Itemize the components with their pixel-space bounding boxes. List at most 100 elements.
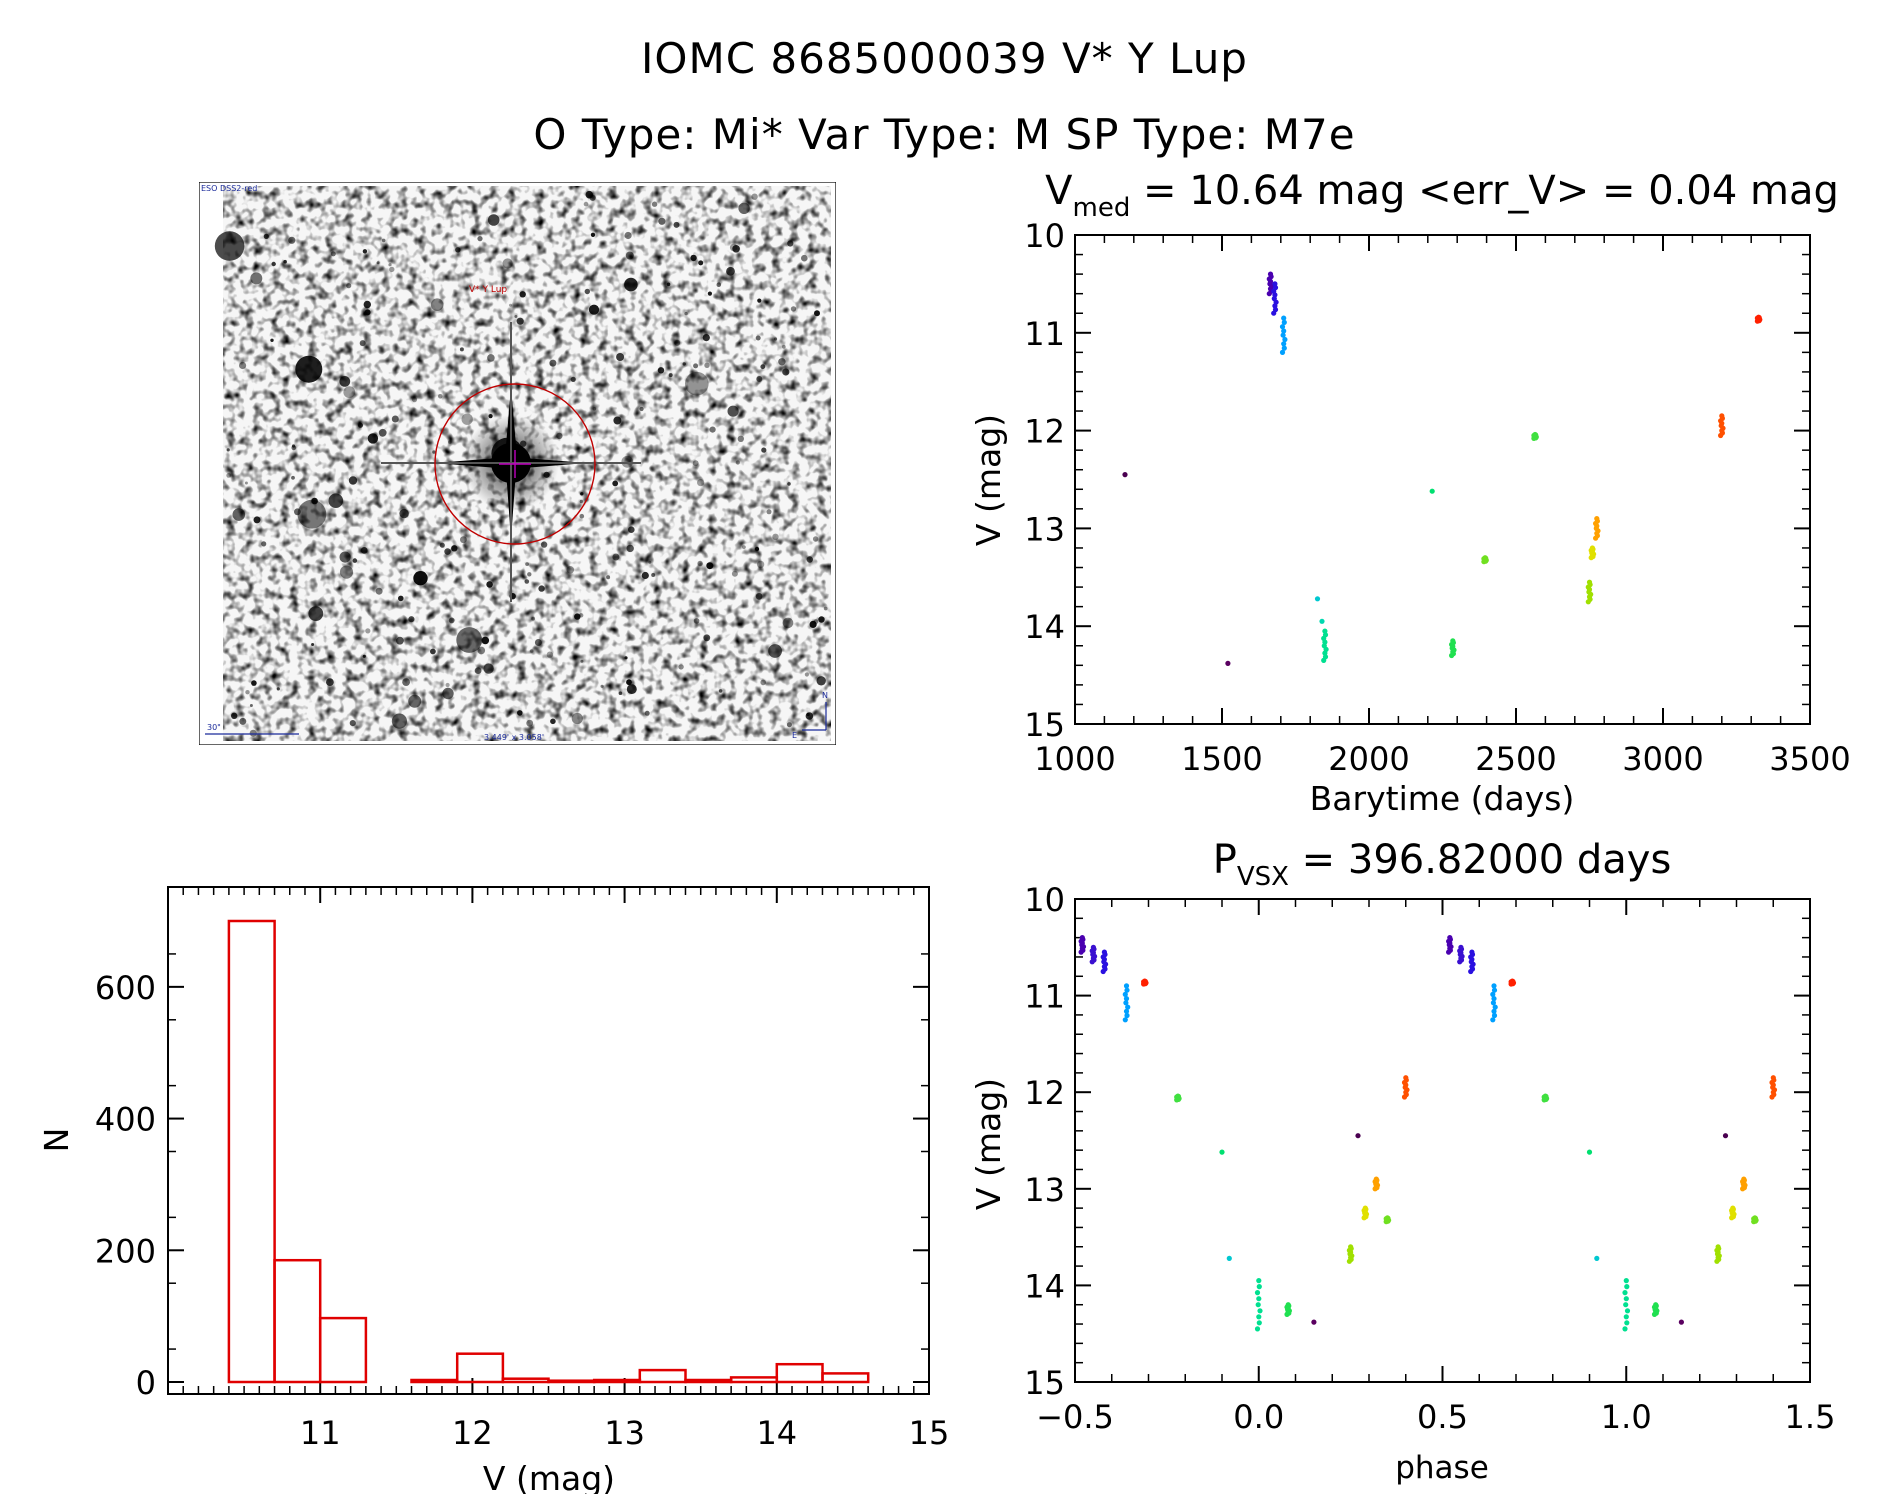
field-star: [657, 367, 665, 374]
field-star: [249, 729, 257, 737]
histogram-xlabel: V (mag): [483, 1459, 615, 1494]
data-point: [1651, 1311, 1658, 1317]
field-star: [408, 694, 422, 708]
data-point: [1078, 949, 1084, 955]
data-point: [1321, 657, 1327, 664]
field-star: [814, 310, 820, 317]
east-label: E: [792, 731, 797, 740]
data-point: [1311, 1319, 1317, 1325]
data-point: [1541, 1097, 1547, 1103]
data-point: [1281, 315, 1287, 321]
y-tick-label: 600: [95, 969, 156, 1007]
field-star: [291, 444, 296, 448]
data-point: [1122, 991, 1128, 998]
field-star: [399, 508, 409, 519]
field-star: [270, 338, 274, 342]
field-star: [244, 481, 248, 485]
field-star: [375, 587, 383, 595]
data-point: [1125, 1004, 1131, 1010]
field-star: [527, 572, 532, 577]
field-star: [579, 613, 584, 618]
field-star: [519, 291, 526, 298]
field-star: [574, 613, 581, 620]
data-point: [1256, 1278, 1262, 1284]
x-tick-label: 13: [604, 1414, 645, 1452]
field-star: [580, 492, 584, 496]
data-point: [1623, 1278, 1629, 1284]
data-point: [1722, 1133, 1729, 1139]
field-star: [760, 364, 766, 370]
data-point: [1254, 1290, 1261, 1296]
field-star: [540, 541, 548, 548]
field-star: [413, 571, 428, 586]
histogram-plot: 11 12 13 14 15 0 200 400 600 V (mag) N: [37, 886, 950, 1494]
field-star: [698, 260, 704, 266]
fov-label: 3.449' x 3.058': [484, 733, 544, 742]
field-star: [801, 254, 808, 262]
field-star: [291, 475, 295, 480]
data-point: [1531, 435, 1537, 441]
field-star: [624, 277, 638, 292]
field-star: [389, 266, 395, 273]
histogram-bar: [547, 1379, 596, 1384]
data-point: [1257, 1308, 1263, 1314]
field-star: [755, 593, 763, 600]
field-star: [692, 460, 699, 467]
field-star: [693, 363, 699, 369]
data-point: [1429, 488, 1435, 494]
histogram-bars: [227, 919, 870, 1384]
field-star: [438, 394, 443, 399]
x-tick-label: 3000: [1622, 740, 1703, 778]
field-star: [502, 258, 513, 269]
light-curve-frame: [1074, 234, 1811, 725]
field-star: [328, 493, 344, 509]
field-star: [486, 581, 493, 588]
data-point: [1468, 968, 1474, 975]
field-star: [727, 405, 739, 417]
y-tick-label: 11: [1024, 978, 1065, 1016]
field-star: [703, 634, 711, 642]
field-star: [367, 433, 379, 444]
page-subtitle: O Type: Mi* Var Type: M SP Type: M7e: [533, 110, 1356, 159]
field-star: [396, 636, 404, 645]
data-point: [1281, 319, 1287, 325]
x-tick-label: 3500: [1769, 740, 1850, 778]
field-star: [585, 190, 594, 199]
histogram-bar: [227, 919, 276, 1384]
data-point: [1255, 1302, 1261, 1308]
field-star: [571, 712, 583, 725]
field-star: [666, 282, 671, 287]
field-star: [391, 713, 407, 729]
field-star: [442, 687, 454, 700]
field-star: [755, 335, 761, 341]
data-point: [1256, 1296, 1262, 1302]
field-star: [716, 282, 722, 287]
field-star: [529, 649, 534, 653]
data-point: [1594, 1255, 1600, 1261]
field-star: [684, 311, 688, 316]
field-star: [531, 616, 535, 621]
field-star: [509, 303, 512, 307]
x-tick-label: 15: [909, 1414, 950, 1452]
data-point: [1623, 1314, 1629, 1320]
field-star: [690, 254, 697, 262]
data-point: [1271, 310, 1277, 316]
survey-label: ESO DSS2-red: [201, 184, 257, 193]
field-star: [245, 690, 250, 695]
field-star: [580, 659, 584, 663]
data-point: [1622, 1290, 1628, 1296]
x-tick-label: 2500: [1475, 740, 1556, 778]
field-star: [616, 353, 625, 361]
x-tick-label: 1000: [1034, 740, 1115, 778]
field-star: [430, 298, 444, 311]
field-star: [378, 428, 387, 437]
field-star: [773, 337, 778, 341]
data-point: [1490, 991, 1496, 998]
data-point: [1769, 1094, 1775, 1100]
data-point: [1141, 981, 1147, 987]
field-star: [612, 480, 619, 487]
field-star: [451, 545, 458, 552]
data-point: [1491, 1012, 1498, 1019]
field-star: [566, 566, 575, 574]
field-star: [339, 565, 354, 579]
